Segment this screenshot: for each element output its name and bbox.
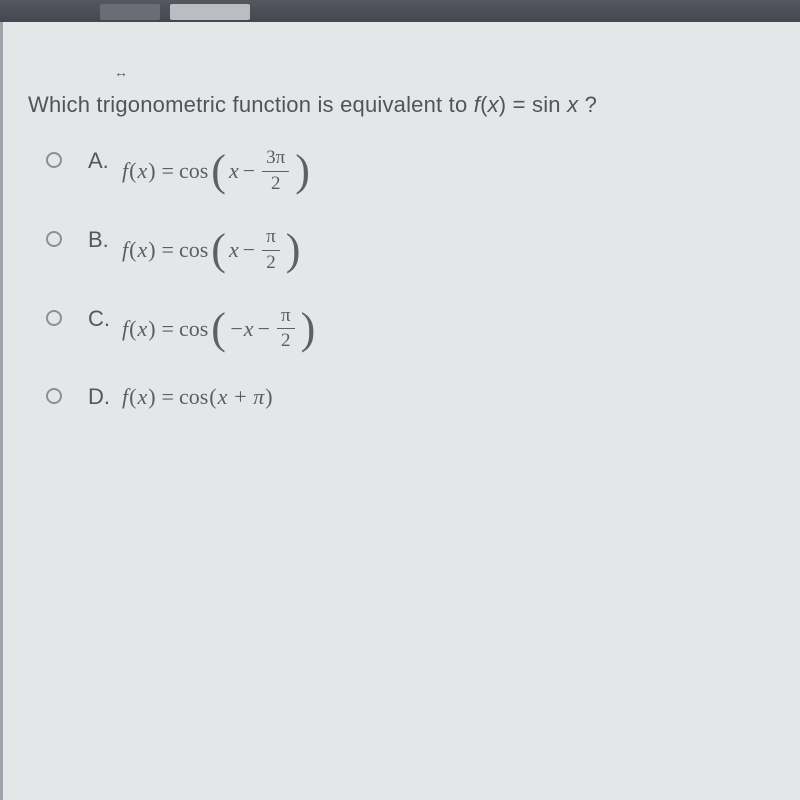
viewport: ↔ Which trigonometric function is equiva… [0, 22, 800, 800]
fd-cos: cos [179, 384, 208, 410]
browser-chrome-top [0, 0, 800, 22]
fa-eq: = [157, 158, 179, 184]
fa-pc: ) [147, 158, 156, 184]
option-b-formula: f(x)=cos(x−π2) [122, 225, 303, 274]
fc-rbig: ) [298, 307, 319, 351]
fb-rbig: ) [283, 228, 304, 272]
fa-rbig: ) [292, 149, 313, 193]
question-rhs-var: x [567, 92, 578, 117]
question-func-x: x [488, 92, 499, 117]
fb-den: 2 [262, 251, 280, 274]
fa-lbig: ( [208, 149, 229, 193]
fc-lbig: ( [208, 307, 229, 351]
option-d-letter: D. [88, 382, 122, 410]
option-c-formula: f(x)=cos(−x−π2) [122, 304, 318, 353]
radio-c[interactable] [46, 310, 62, 326]
fb-innerx: x [229, 237, 239, 263]
radio-b[interactable] [46, 231, 62, 247]
fb-frac: π2 [262, 227, 280, 274]
fc-den: 2 [277, 329, 295, 352]
fa-x: x [137, 158, 147, 184]
question-prefix: Which trigonometric function is equivale… [28, 92, 474, 117]
fd-x: x [137, 384, 147, 410]
fa-num: 3π [262, 148, 289, 172]
fd-inner: x + π [218, 384, 265, 410]
fa-cos: cos [179, 158, 208, 184]
question-suffix: ? [578, 92, 597, 117]
fb-minus: − [239, 237, 259, 263]
fc-eq: = [157, 316, 179, 342]
radio-d[interactable] [46, 388, 62, 404]
fc-minus: − [254, 316, 274, 342]
quiz-page: ↔ Which trigonometric function is equiva… [0, 22, 800, 800]
fc-innerx: −x [229, 316, 254, 342]
question-rhs-fn: sin [532, 92, 567, 117]
radio-a[interactable] [46, 152, 62, 168]
fb-pc: ) [147, 237, 156, 263]
option-c-row[interactable]: C. f(x)=cos(−x−π2) [46, 304, 776, 353]
fb-eq: = [157, 237, 179, 263]
question-eq: = [506, 92, 532, 117]
option-b-letter: B. [88, 225, 122, 253]
fc-frac: π2 [277, 306, 295, 353]
fd-lp: ( [208, 384, 217, 410]
fb-lbig: ( [208, 228, 229, 272]
option-a-row[interactable]: A. f(x)=cos(x−3π2) [46, 146, 776, 195]
fd-rp: ) [264, 384, 273, 410]
fc-num: π [277, 306, 295, 330]
option-c-letter: C. [88, 304, 122, 332]
fd-pc: ) [147, 384, 156, 410]
option-a-letter: A. [88, 146, 122, 174]
paren-open: ( [480, 92, 488, 117]
option-d-formula: f(x)=cos(x + π) [122, 382, 274, 410]
fb-cos: cos [179, 237, 208, 263]
cursor-hint-icon: ↔ [114, 64, 128, 80]
option-b-row[interactable]: B. f(x)=cos(x−π2) [46, 225, 776, 274]
option-a-formula: f(x)=cos(x−3π2) [122, 146, 313, 195]
fb-num: π [262, 227, 280, 251]
fa-den: 2 [267, 172, 285, 195]
options-group: A. f(x)=cos(x−3π2) B. f(x)=cos(x−π2) C. … [28, 146, 776, 410]
option-d-row[interactable]: D. f(x)=cos(x + π) [46, 382, 776, 410]
fc-pc: ) [147, 316, 156, 342]
fa-minus: − [239, 158, 259, 184]
fc-cos: cos [179, 316, 208, 342]
question-text: Which trigonometric function is equivale… [28, 92, 776, 118]
fc-x: x [137, 316, 147, 342]
fa-frac: 3π2 [262, 148, 289, 195]
fa-innerx: x [229, 158, 239, 184]
fb-x: x [137, 237, 147, 263]
fd-eq: = [157, 384, 179, 410]
